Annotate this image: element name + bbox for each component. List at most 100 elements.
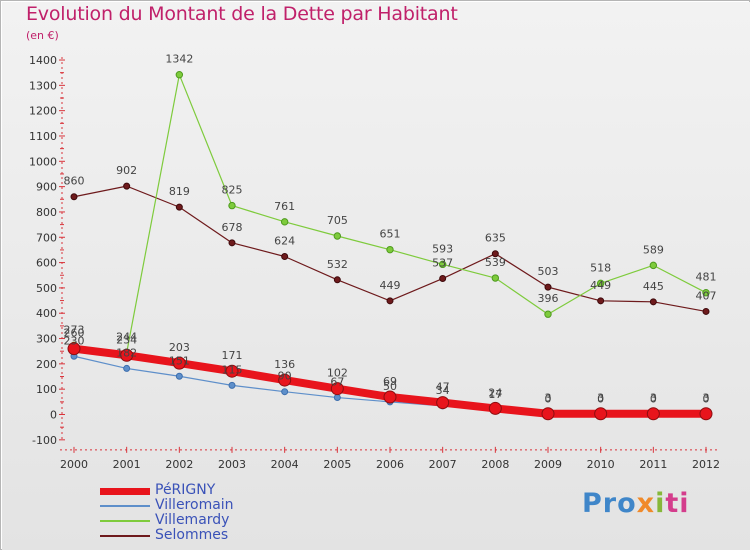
x-tick-label: 2003 (218, 458, 246, 471)
data-label: 47 (436, 381, 450, 394)
data-label: 449 (380, 279, 401, 292)
data-point (123, 364, 131, 372)
data-label: 230 (64, 334, 85, 347)
data-point (597, 297, 605, 305)
data-label: 537 (432, 257, 453, 270)
data-label: 203 (169, 341, 190, 354)
y-tick-label: 300 (36, 333, 57, 346)
x-tick-label: 2009 (534, 458, 562, 471)
legend-swatch-villemardy (100, 520, 150, 522)
data-point (333, 276, 341, 284)
data-label: 0 (545, 393, 552, 406)
chart-unit: (en €) (26, 29, 59, 42)
y-tick-label: 200 (36, 358, 57, 371)
legend-label-selommes: Selommes (155, 527, 229, 543)
data-label: 651 (380, 228, 401, 241)
data-label: 819 (169, 185, 190, 198)
legend-swatch-villeromain (100, 505, 150, 507)
data-point (702, 307, 710, 315)
legend-label-villeromain: Villeromain (155, 497, 234, 513)
data-point (123, 182, 131, 190)
x-tick-label: 2004 (271, 458, 299, 471)
data-label: 0 (650, 393, 657, 406)
data-label: 273 (64, 323, 85, 336)
data-label: 3 (703, 392, 710, 405)
y-tick-label: 0 (50, 409, 57, 422)
data-label: 182 (116, 346, 137, 359)
data-label: 171 (222, 349, 243, 362)
data-point (699, 407, 713, 421)
x-tick-label: 2006 (376, 458, 404, 471)
data-point (172, 356, 186, 370)
data-label: 3 (650, 392, 657, 405)
data-label: 407 (696, 289, 717, 302)
legend-item-villemardy: Villemardy (100, 512, 350, 529)
data-point (544, 310, 552, 318)
x-tick-label: 2002 (165, 458, 193, 471)
data-point (383, 390, 397, 404)
y-tick-label: 500 (36, 282, 57, 295)
data-label: 34 (436, 384, 450, 397)
data-point (281, 388, 289, 396)
data-label: 69 (383, 375, 397, 388)
data-label: 539 (485, 256, 506, 269)
x-tick-label: 2010 (587, 458, 615, 471)
data-point (175, 71, 184, 79)
x-tick-label: 2007 (429, 458, 457, 471)
data-point (541, 407, 555, 421)
legend-swatch-selommes (100, 535, 150, 537)
data-point (702, 289, 710, 297)
data-point (544, 283, 552, 291)
data-point (225, 364, 239, 378)
y-tick-label: 600 (36, 257, 57, 270)
data-point (649, 298, 657, 306)
data-point (596, 279, 605, 288)
data-label: 449 (590, 279, 611, 292)
x-tick-label: 2001 (113, 458, 141, 471)
data-label: 396 (538, 292, 559, 305)
data-point (120, 348, 134, 362)
data-label: 0 (703, 393, 710, 406)
y-tick-label: 900 (36, 181, 57, 194)
data-label: 3 (545, 392, 552, 405)
data-point (228, 239, 236, 247)
data-label: 90 (278, 370, 292, 383)
y-tick-label: 400 (36, 307, 57, 320)
data-label: 860 (64, 175, 85, 188)
data-point (488, 401, 502, 415)
chart-legend: PéRIGNY Villeromain Villemardy Selommes (100, 482, 350, 544)
data-point (280, 218, 289, 226)
data-label: 635 (485, 232, 506, 245)
data-label: 260 (64, 327, 85, 340)
data-point (175, 372, 183, 380)
data-label: 624 (274, 235, 295, 248)
x-tick-label: 2012 (692, 458, 720, 471)
data-label: 102 (327, 367, 348, 380)
data-point (333, 232, 342, 240)
data-label: 678 (222, 221, 243, 234)
data-point (386, 245, 394, 254)
data-label: 532 (327, 258, 348, 271)
proxiti-logo: Proxiti (582, 488, 690, 519)
data-label: 244 (116, 331, 137, 344)
chart-title: Evolution du Montant de la Dette par Hab… (26, 3, 458, 25)
data-point (330, 382, 344, 396)
data-label: 24 (488, 386, 502, 399)
y-tick-label: 1400 (29, 54, 57, 67)
data-point (281, 253, 289, 261)
y-tick-label: 800 (36, 206, 57, 219)
data-point (386, 297, 394, 305)
y-tick-label: 1200 (29, 105, 57, 118)
data-label: 761 (274, 200, 295, 213)
data-point (67, 342, 81, 356)
y-tick-label: 700 (36, 231, 57, 244)
data-point (491, 274, 500, 282)
data-label: 0 (597, 393, 604, 406)
data-point (439, 275, 447, 283)
data-point (333, 394, 341, 402)
data-label: 1342 (165, 53, 193, 66)
data-label: 3 (597, 392, 604, 405)
